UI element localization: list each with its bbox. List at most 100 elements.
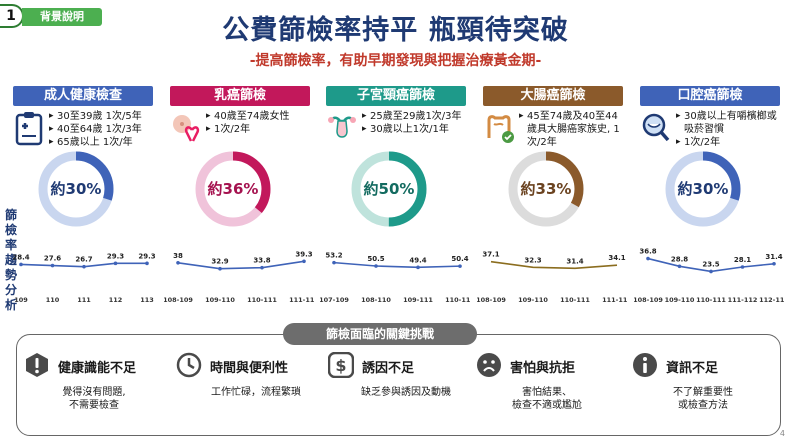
donut-svg	[665, 151, 741, 227]
challenge-title: 害怕與抗拒	[510, 361, 576, 376]
rate-donut: 約50%	[348, 148, 430, 230]
x-tick-label: 110-112	[445, 296, 470, 304]
data-label: 53.2	[325, 252, 342, 260]
challenge-title: 資訊不足	[666, 361, 719, 376]
desc-line: 害怕結果、	[522, 387, 572, 398]
challenge-title: 健康識能不足	[58, 361, 137, 376]
desc-line: 不需要檢查	[69, 400, 119, 411]
donut-arc	[665, 151, 741, 227]
data-label: 50.4	[451, 255, 468, 263]
info-icon	[633, 353, 657, 377]
trend-point	[302, 259, 306, 264]
criteria-item: 1次/2年	[676, 136, 784, 149]
trend-point	[145, 261, 149, 266]
rate-donut: 約36%	[192, 148, 274, 230]
trend-point	[50, 263, 55, 268]
card-title: 口腔癌篩檢	[640, 86, 780, 106]
card-cervical-cancer: 子宮頸癌篩檢 25歲至29歲1次/3年 30歲以上1次/1年 約50% 53.2…	[320, 86, 470, 306]
criteria-list: 30歲以上有嚼檳榔或吸菸習慣 1次/2年	[676, 110, 784, 149]
sad-face-icon	[477, 353, 501, 377]
trend-point	[646, 256, 650, 261]
challenge-desc: 害怕結果、 檢查不適或尷尬	[492, 386, 602, 412]
challenge-fear: 害怕與抗拒 害怕結果、 檢查不適或尷尬	[476, 352, 626, 422]
trend-line	[333, 261, 461, 269]
challenge-desc: 不了解重要性 或檢查方法	[648, 386, 758, 412]
desc-line: 缺乏參與誘因及動機	[361, 387, 451, 398]
trend-point	[176, 261, 180, 265]
data-label: 28.4	[12, 253, 29, 261]
data-label: 23.5	[702, 260, 719, 268]
x-tick-label: 111-112	[728, 296, 758, 304]
data-label: 31.4	[765, 253, 782, 261]
x-tick-label: 109	[14, 296, 28, 304]
card-breast-cancer: 乳癌篩檢 40歲至74歲女性 1次/2年 約36% 38 108-109 32.9 1…	[164, 86, 314, 306]
challenge-incentive: $ 誘因不足 缺乏參與誘因及動機	[328, 352, 478, 422]
trend-chart: 28.4 109 27.6 110 26.7 111 29.3 112 29.3 113	[12, 252, 155, 304]
trend-point	[260, 265, 264, 270]
criteria-list: 45至74歲及40至44歲具大腸癌家族史, 1次/2年	[519, 110, 627, 149]
x-tick-label: 109-110	[665, 296, 695, 304]
desc-line: 檢查不適或尷尬	[512, 400, 582, 411]
x-tick-label: 108-109	[477, 296, 506, 304]
challenge-information: 資訊不足 不了解重要性 或檢查方法	[632, 352, 782, 422]
challenge-health-literacy: 健康識能不足 覺得沒有問題, 不需要檢查	[24, 352, 174, 422]
criteria-item: 45至74歲及40至44歲具大腸癌家族史, 1次/2年	[519, 110, 627, 149]
criteria-item: 1次/2年	[206, 123, 314, 136]
donut-svg	[195, 151, 271, 227]
card-title: 成人健康檢查	[13, 86, 153, 106]
section-label: 背景說明	[22, 8, 102, 26]
x-tick-label: 108-109	[634, 296, 663, 304]
trend-point	[82, 264, 86, 269]
trend-point	[458, 264, 462, 268]
challenge-time-convenience: 時間與便利性 工作忙碌，流程繁瑣	[176, 352, 326, 422]
rate-donut: 約33%	[505, 148, 587, 230]
x-tick-label: 109-111	[403, 296, 433, 304]
trend-point	[772, 261, 776, 266]
data-label: 32.3	[524, 256, 541, 264]
data-label: 34.1	[608, 254, 625, 262]
data-label: 28.8	[671, 255, 688, 263]
dollar-icon: $	[328, 352, 354, 378]
criteria-item: 30歲以上1次/1年	[362, 123, 470, 136]
intestine-icon	[483, 110, 515, 146]
card-title: 大腸癌篩檢	[483, 86, 623, 106]
challenge-desc: 缺乏參與誘因及動機	[336, 386, 476, 399]
criteria-item: 65歲以上 1次/年	[49, 136, 157, 149]
data-label: 28.1	[734, 256, 751, 264]
criteria-item: 40歲至74歲女性	[206, 110, 314, 123]
breast-ribbon-icon	[170, 110, 202, 146]
rate-text: 約30%	[50, 180, 102, 198]
data-label: 32.9	[211, 258, 228, 266]
trend-chart: 37.1 108-109 32.3 109-110 31.4 110-111 34.1 111…	[477, 251, 627, 304]
trend-chart: 53.2 107-109 50.5 108-110 49.4 109-111 50.4 110…	[320, 252, 470, 304]
rate-donut: 約30%	[662, 148, 744, 230]
desc-line: 工作忙碌，流程繁瑣	[211, 387, 301, 398]
rate-text: 約36%	[207, 180, 259, 198]
trend-point	[19, 262, 23, 267]
data-label: 29.3	[107, 252, 124, 260]
challenge-desc: 覺得沒有問題, 不需要檢查	[44, 386, 144, 412]
page-subtitle: -提高篩檢率，有助早期發現與把握治療黃金期-	[249, 53, 542, 69]
desc-line: 不了解重要性	[673, 387, 733, 398]
data-label: 50.5	[367, 255, 384, 263]
uterus-icon	[326, 110, 358, 146]
criteria-list: 30至39歲 1次/5年 40至64歲 1次/3年 65歲以上 1次/年	[49, 110, 157, 149]
data-label: 29.3	[138, 252, 155, 260]
trend-line	[177, 260, 305, 270]
rate-donut: 約30%	[35, 148, 117, 230]
rate-text: 約30%	[677, 180, 729, 198]
x-tick-label: 109-110	[205, 296, 235, 304]
donut-arc	[195, 151, 271, 227]
data-label: 26.7	[75, 256, 92, 264]
donut-arc	[508, 151, 584, 227]
x-tick-label: 109-110	[518, 296, 548, 304]
trend-point	[332, 260, 336, 265]
trend-point	[416, 265, 420, 270]
page-number: 4	[779, 429, 785, 438]
section-number: 1	[0, 4, 24, 28]
x-tick-label: 110-111	[247, 296, 277, 304]
challenge-title: 誘因不足	[362, 361, 415, 376]
rate-text: 約50%	[363, 180, 415, 198]
x-tick-label: 112	[109, 296, 123, 304]
data-label: 36.8	[639, 248, 656, 256]
